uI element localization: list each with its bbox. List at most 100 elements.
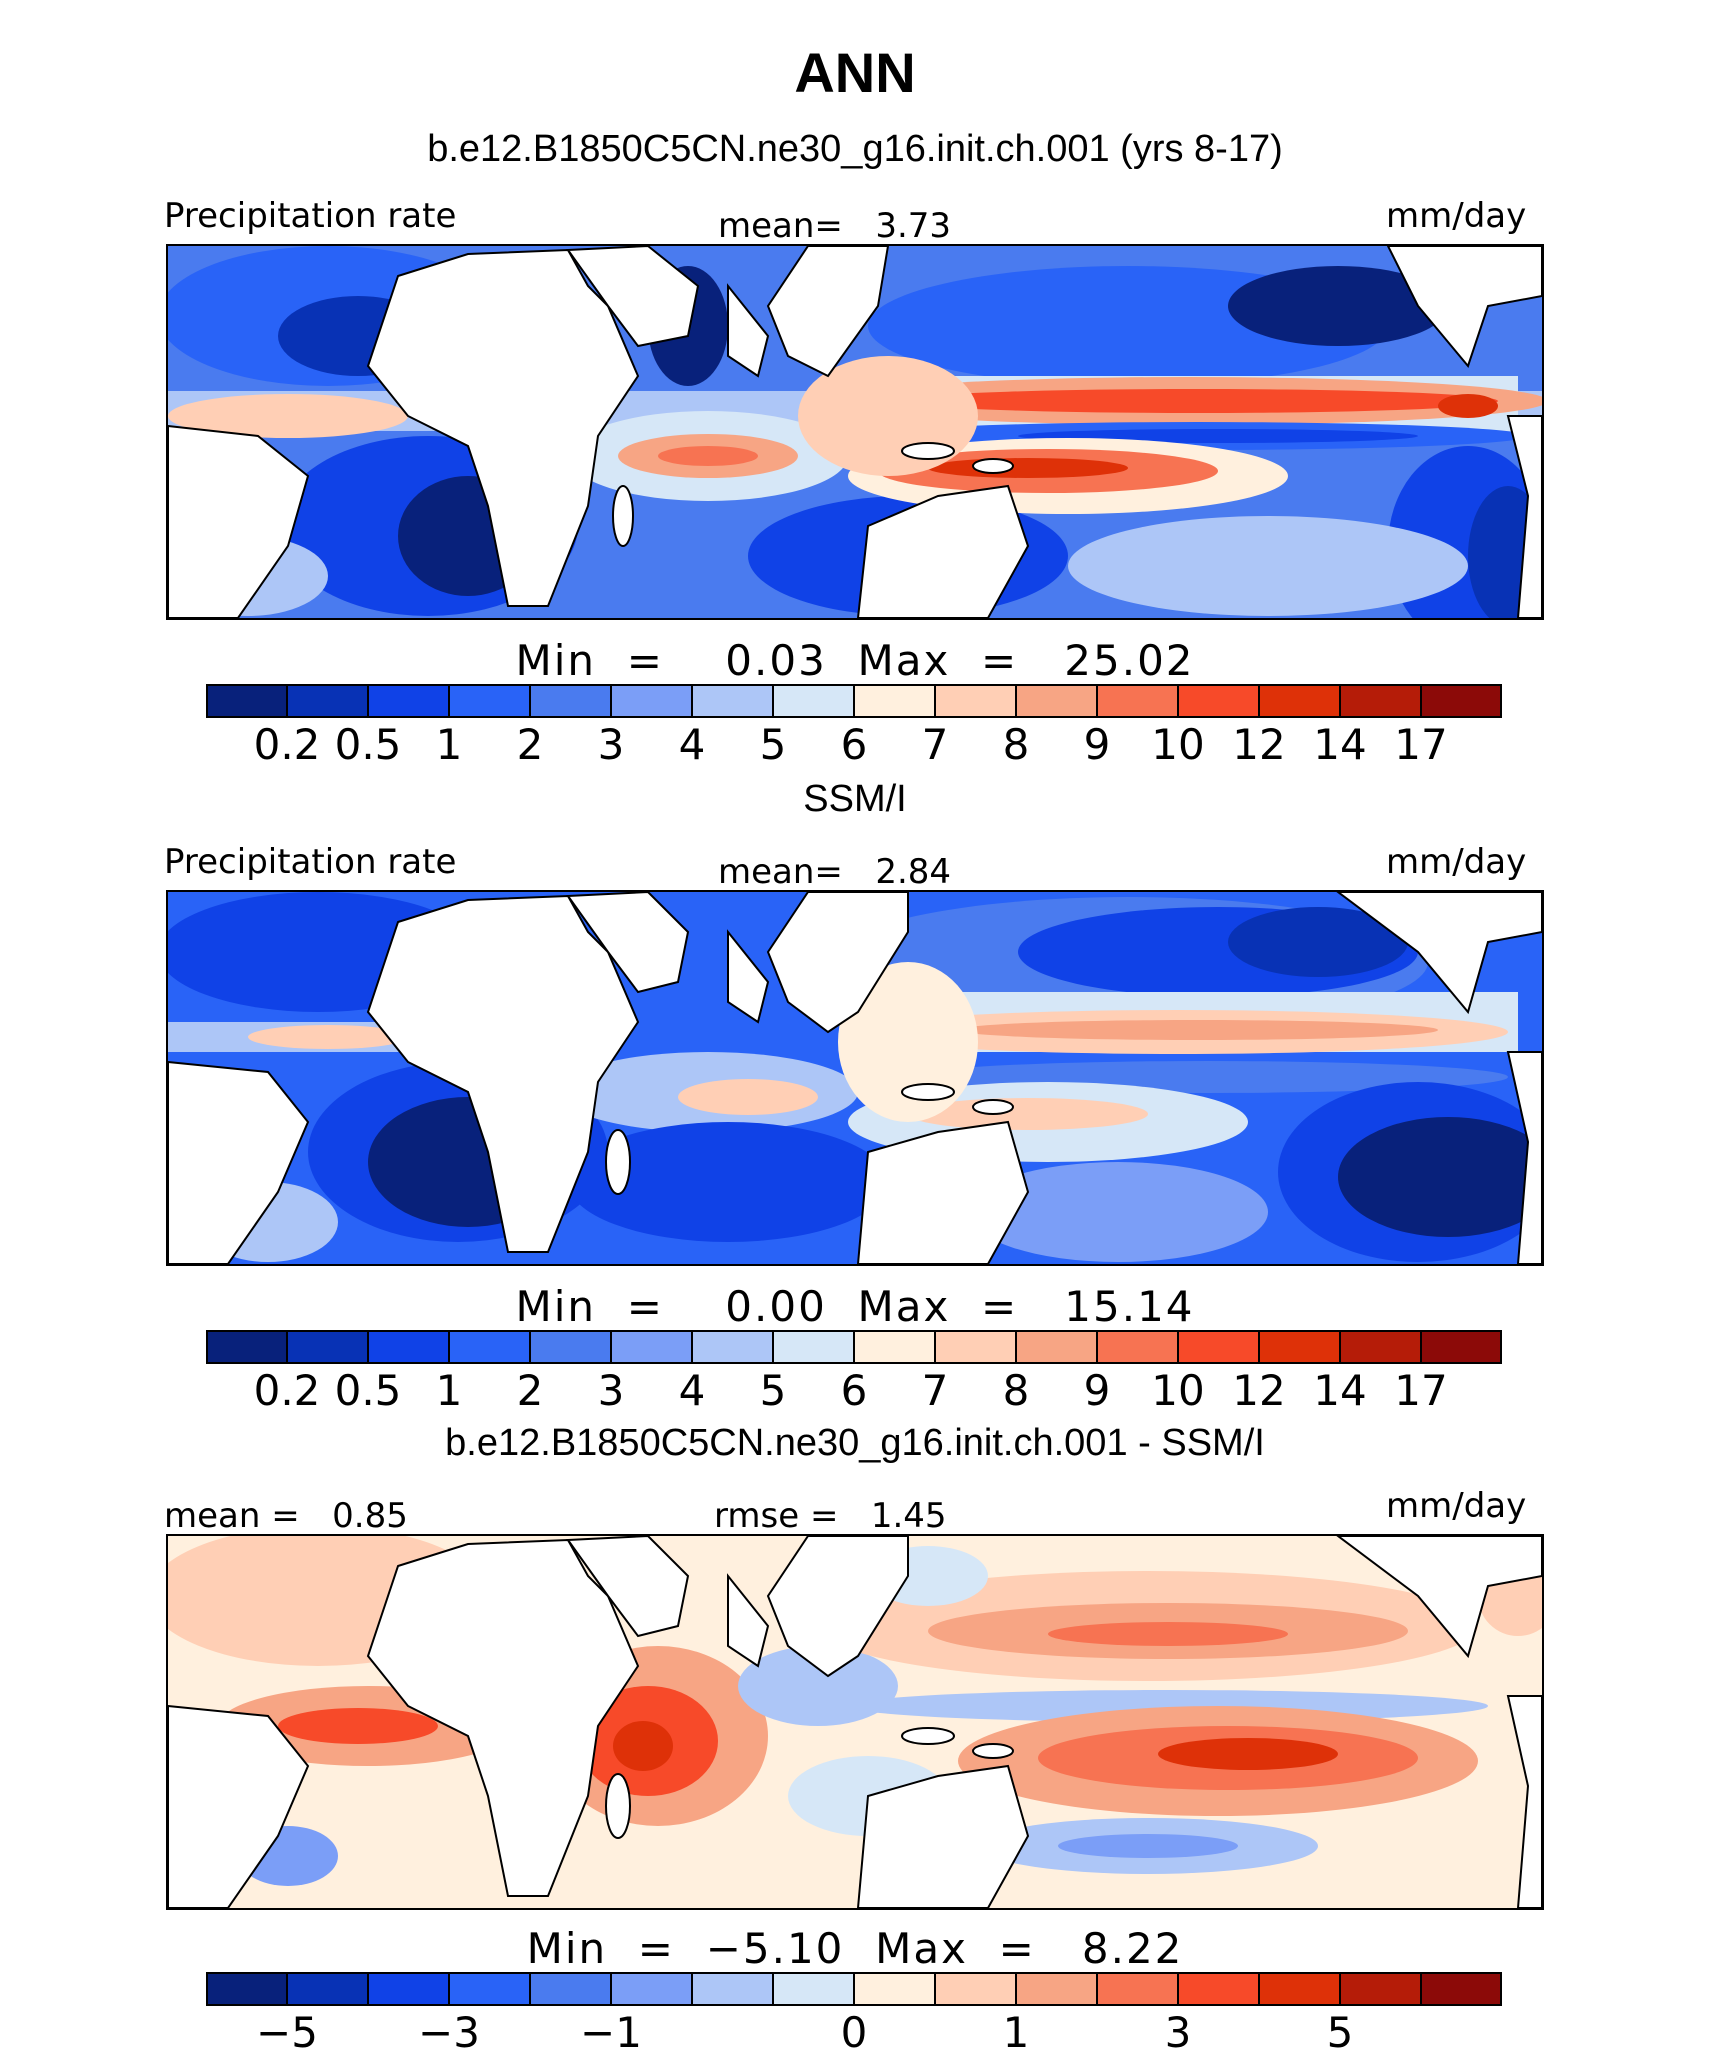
colorbar-cell [448, 684, 531, 718]
colorbar-cell [1177, 1972, 1260, 2006]
colorbar-tick-label: 14 [1313, 720, 1367, 769]
colorbar-frame [206, 1972, 1502, 2006]
colorbar-cell [206, 684, 288, 718]
colorbar-tick-label: 3 [597, 1366, 625, 1415]
colorbar-tick-label: 0 [840, 2008, 868, 2057]
colorbar-tick-label: 1 [435, 720, 463, 769]
colorbar-cell [529, 1330, 612, 1364]
colorbar-tick-label: 10 [1151, 1366, 1205, 1415]
panel-2-mean-label: mean= 2.84 [718, 852, 952, 892]
colorbar-tick-label: 3 [597, 720, 625, 769]
panel-3-land [168, 1536, 1542, 1908]
colorbar-tick-label: 0.2 [253, 1366, 321, 1415]
colorbar-cell [853, 1330, 936, 1364]
colorbar-cell [448, 1972, 531, 2006]
colorbar-cell [934, 1972, 1017, 2006]
colorbar-cell [1096, 1972, 1179, 2006]
panel-3-difference-field [168, 1536, 1542, 1908]
panel-2-title: SSM/I [803, 778, 907, 820]
colorbar-cell [286, 1972, 369, 2006]
panel-1-min-max: Min = 0.03 Max = 25.02 [515, 636, 1195, 685]
panel-2-land [168, 892, 1542, 1264]
colorbar-cell [1015, 684, 1098, 718]
colorbar-tick-label: 4 [678, 1366, 706, 1415]
colorbar-cell [367, 1330, 450, 1364]
main-title: ANN [794, 41, 916, 104]
panel-3-colorbar [206, 1972, 1502, 2006]
colorbar-cell [772, 1330, 855, 1364]
panel-3-min-max: Min = −5.10 Max = 8.22 [526, 1924, 1184, 1973]
colorbar-cell [1096, 684, 1179, 718]
colorbar-cell [1420, 1330, 1502, 1364]
panel-1-title: b.e12.B1850C5CN.ne30_g16.init.ch.001 (yr… [427, 128, 1283, 170]
colorbar-cell [772, 1972, 855, 2006]
colorbar-cell [206, 1972, 288, 2006]
colorbar-cell [934, 684, 1017, 718]
colorbar-tick-label: 6 [840, 1366, 868, 1415]
colorbar-cell [1339, 1330, 1422, 1364]
colorbar-tick-label: 9 [1083, 1366, 1111, 1415]
colorbar-tick-label: −3 [418, 2008, 480, 2057]
panel-3-units-label: mm/day [1386, 1486, 1527, 1526]
colorbar-cell [1096, 1330, 1179, 1364]
colorbar-tick-label: 5 [759, 720, 787, 769]
colorbar-cell [286, 1330, 369, 1364]
colorbar-cell [934, 1330, 1017, 1364]
colorbar-tick-label: 3 [1164, 2008, 1192, 2057]
panel-2-colorbar [206, 1330, 1502, 1364]
colorbar-tick-label: 8 [1002, 1366, 1030, 1415]
colorbar-cell [610, 1330, 693, 1364]
colorbar-tick-label: 7 [921, 1366, 949, 1415]
colorbar-tick-label: 12 [1232, 1366, 1286, 1415]
colorbar-cell [1339, 684, 1422, 718]
panel-3-rmse-label: rmse = 1.45 [714, 1496, 947, 1536]
colorbar-frame [206, 1330, 1502, 1364]
colorbar-cell [610, 1972, 693, 2006]
colorbar-tick-label: 2 [516, 1366, 544, 1415]
panel-1-land [168, 246, 1542, 618]
colorbar-cell [1420, 684, 1502, 718]
panel-2-units-label: mm/day [1386, 842, 1527, 882]
colorbar-cell [691, 1972, 774, 2006]
colorbar-cell [691, 684, 774, 718]
colorbar-tick-label: 9 [1083, 720, 1111, 769]
colorbar-cell [529, 1972, 612, 2006]
colorbar-cell [1177, 1330, 1260, 1364]
colorbar-cell [610, 684, 693, 718]
panel-2-map [166, 890, 1544, 1266]
colorbar-tick-label: 7 [921, 720, 949, 769]
colorbar-cell [853, 1972, 936, 2006]
panel-2-min-max: Min = 0.00 Max = 15.14 [515, 1282, 1195, 1331]
colorbar-tick-label: 12 [1232, 720, 1286, 769]
colorbar-tick-label: 5 [759, 1366, 787, 1415]
colorbar-cell [1258, 1330, 1341, 1364]
colorbar-cell [529, 684, 612, 718]
panel-1-map [166, 244, 1544, 620]
panel-3-map [166, 1534, 1544, 1910]
colorbar-tick-label: −5 [256, 2008, 318, 2057]
colorbar-cell [367, 684, 450, 718]
colorbar-cell [691, 1330, 774, 1364]
colorbar-tick-label: 2 [516, 720, 544, 769]
panel-1-mean-label: mean= 3.73 [718, 206, 952, 246]
colorbar-cell [1339, 1972, 1422, 2006]
colorbar-cell [772, 684, 855, 718]
colorbar-tick-label: 1 [435, 1366, 463, 1415]
colorbar-cell [367, 1972, 450, 2006]
colorbar-tick-label: 1 [1002, 2008, 1030, 2057]
colorbar-tick-label: 10 [1151, 720, 1205, 769]
panel-1-colorbar [206, 684, 1502, 718]
colorbar-tick-label: 5 [1326, 2008, 1354, 2057]
colorbar-tick-label: 0.5 [334, 720, 402, 769]
colorbar-cell [853, 684, 936, 718]
colorbar-tick-label: 8 [1002, 720, 1030, 769]
colorbar-cell [1258, 684, 1341, 718]
panel-3-title: b.e12.B1850C5CN.ne30_g16.init.ch.001 - S… [445, 1422, 1265, 1464]
colorbar-cell [1015, 1330, 1098, 1364]
colorbar-cell [286, 684, 369, 718]
colorbar-cell [1015, 1972, 1098, 2006]
colorbar-tick-label: 14 [1313, 1366, 1367, 1415]
colorbar-cell [448, 1330, 531, 1364]
colorbar-frame [206, 684, 1502, 718]
colorbar-cell [1420, 1972, 1502, 2006]
